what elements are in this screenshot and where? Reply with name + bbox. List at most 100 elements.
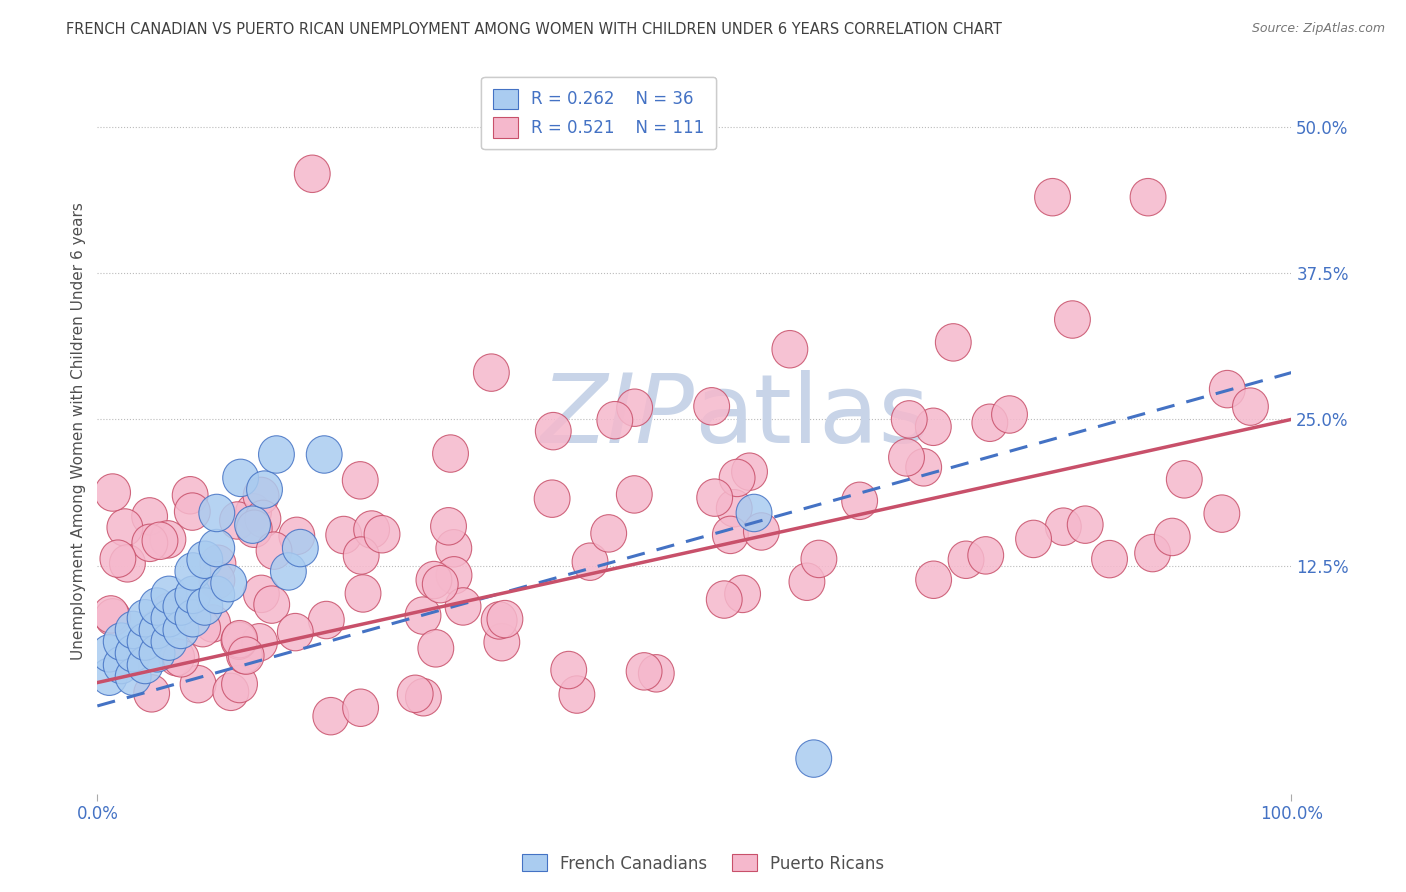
Ellipse shape [405,679,441,716]
Ellipse shape [551,651,586,689]
Legend: French Canadians, Puerto Ricans: French Canadians, Puerto Ricans [515,847,891,880]
Ellipse shape [139,634,174,672]
Ellipse shape [724,575,761,613]
Ellipse shape [93,596,129,633]
Text: ZIP: ZIP [540,370,695,463]
Ellipse shape [142,522,179,559]
Ellipse shape [1233,388,1268,425]
Ellipse shape [1204,495,1240,533]
Ellipse shape [187,588,222,625]
Y-axis label: Unemployment Among Women with Children Under 6 years: Unemployment Among Women with Children U… [72,202,86,660]
Ellipse shape [222,665,257,703]
Ellipse shape [972,404,1008,442]
Ellipse shape [235,506,270,543]
Ellipse shape [706,581,742,618]
Ellipse shape [187,541,222,579]
Ellipse shape [948,541,984,579]
Ellipse shape [139,611,174,648]
Ellipse shape [174,493,211,530]
Ellipse shape [246,471,283,508]
Ellipse shape [115,611,150,648]
Ellipse shape [1035,178,1070,216]
Ellipse shape [626,653,662,690]
Ellipse shape [94,599,131,636]
Ellipse shape [744,513,779,550]
Ellipse shape [1015,520,1052,558]
Ellipse shape [1167,460,1202,498]
Ellipse shape [195,605,231,642]
Ellipse shape [150,521,186,558]
Ellipse shape [163,588,198,625]
Ellipse shape [422,566,458,603]
Ellipse shape [236,493,271,531]
Ellipse shape [418,630,454,667]
Ellipse shape [245,500,281,538]
Ellipse shape [132,524,167,562]
Ellipse shape [891,401,927,438]
Ellipse shape [842,482,877,519]
Ellipse shape [307,436,342,473]
Ellipse shape [474,354,509,392]
Ellipse shape [127,599,163,637]
Ellipse shape [572,543,607,581]
Ellipse shape [436,530,471,567]
Ellipse shape [91,658,127,696]
Ellipse shape [132,498,167,535]
Ellipse shape [222,621,257,658]
Ellipse shape [326,516,361,554]
Ellipse shape [720,459,755,497]
Ellipse shape [127,647,163,684]
Ellipse shape [110,545,145,582]
Ellipse shape [254,586,290,624]
Ellipse shape [184,609,221,647]
Ellipse shape [277,614,314,651]
Ellipse shape [343,537,380,574]
Text: Source: ZipAtlas.com: Source: ZipAtlas.com [1251,22,1385,36]
Ellipse shape [115,658,150,696]
Ellipse shape [693,388,730,425]
Ellipse shape [278,517,315,555]
Ellipse shape [134,674,170,712]
Ellipse shape [256,532,292,569]
Ellipse shape [259,436,294,473]
Ellipse shape [481,602,517,640]
Ellipse shape [103,647,139,684]
Ellipse shape [796,739,832,777]
Ellipse shape [967,537,1004,574]
Ellipse shape [915,408,952,445]
Ellipse shape [228,637,264,674]
Ellipse shape [446,588,481,625]
Ellipse shape [935,324,972,361]
Ellipse shape [716,490,752,527]
Ellipse shape [243,575,280,613]
Ellipse shape [1135,534,1171,572]
Ellipse shape [198,576,235,614]
Ellipse shape [1154,518,1189,556]
Ellipse shape [354,511,389,549]
Text: atlas: atlas [695,370,929,463]
Ellipse shape [737,494,772,532]
Ellipse shape [294,155,330,193]
Ellipse shape [212,673,249,711]
Ellipse shape [127,623,163,660]
Ellipse shape [905,449,942,486]
Ellipse shape [173,476,208,514]
Ellipse shape [430,508,467,545]
Ellipse shape [991,396,1028,434]
Ellipse shape [139,610,174,648]
Ellipse shape [163,611,198,648]
Ellipse shape [115,634,150,672]
Ellipse shape [163,640,200,677]
Ellipse shape [198,494,235,532]
Ellipse shape [150,576,187,614]
Ellipse shape [731,453,768,491]
Ellipse shape [436,557,472,594]
Ellipse shape [1067,506,1104,543]
Ellipse shape [200,545,236,582]
Ellipse shape [1054,301,1091,338]
Ellipse shape [486,600,523,638]
Ellipse shape [433,434,468,472]
Ellipse shape [150,623,187,660]
Ellipse shape [283,529,318,566]
Ellipse shape [226,636,263,673]
